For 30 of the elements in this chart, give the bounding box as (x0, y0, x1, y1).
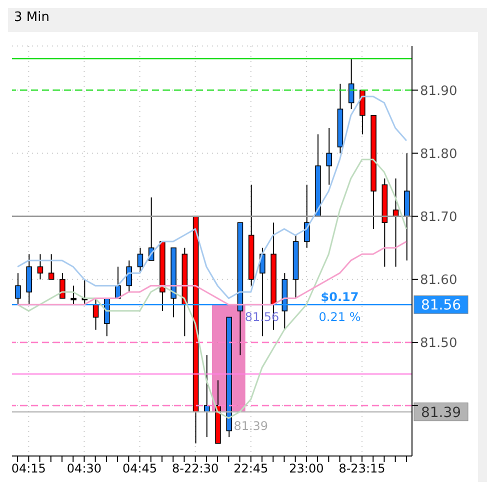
ref-line-label: 81.56 (420, 298, 462, 314)
y-tick-label: 81.60 (420, 273, 458, 288)
line-series (16, 158, 408, 419)
annotation: $0.17 (320, 290, 359, 304)
candlestick (48, 254, 54, 280)
candlestick (348, 58, 354, 110)
ref-line-label: 81.39 (420, 404, 462, 421)
candlestick (60, 272, 66, 299)
candlestick (304, 184, 310, 248)
y-tick-label: 81.80 (420, 146, 458, 162)
candlestick (70, 285, 76, 306)
candlestick (137, 247, 144, 274)
x-tick-label: 04:45 (122, 462, 158, 476)
candlestick (126, 260, 132, 292)
y-tick-label: 81.90 (420, 84, 458, 99)
candlestick (37, 254, 44, 280)
x-tick-label: 04:30 (66, 462, 102, 476)
annotation: 81.39 (234, 419, 268, 434)
x-tick-label: 22:45 (234, 462, 268, 476)
y-tick-label: 81.70 (420, 210, 458, 225)
x-tick-label: 04:15 (11, 462, 46, 476)
y-tick-label: 81.50 (420, 336, 458, 352)
x-tick-label: 8-22:30 (172, 462, 219, 476)
line-series (16, 240, 408, 306)
annotation: 0.21 % (318, 310, 361, 324)
x-tick-label: 8-23:15 (338, 462, 386, 476)
candlestick (15, 272, 21, 306)
candlestick (326, 128, 332, 186)
chart-title: 3 Min (13, 9, 50, 27)
x-tick-label: 23:00 (289, 462, 324, 476)
